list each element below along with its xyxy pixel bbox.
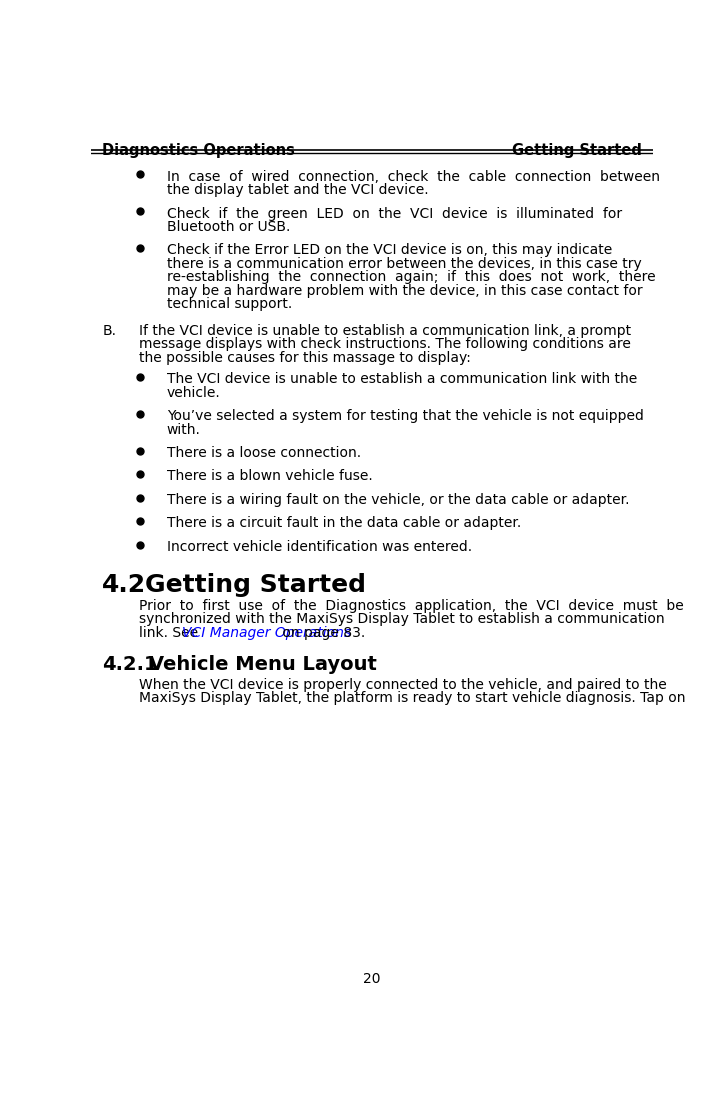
Text: MaxiSys Display Tablet, the platform is ready to start vehicle diagnosis. Tap on: MaxiSys Display Tablet, the platform is … [139,692,685,705]
Text: Getting Started: Getting Started [145,572,366,597]
Text: 20: 20 [363,972,381,986]
Text: In  case  of  wired  connection,  check  the  cable  connection  between: In case of wired connection, check the c… [167,169,660,183]
Text: Check  if  the  green  LED  on  the  VCI  device  is  illuminated  for: Check if the green LED on the VCI device… [167,207,622,221]
Text: Bluetooth or USB.: Bluetooth or USB. [167,220,290,234]
Text: the display tablet and the VCI device.: the display tablet and the VCI device. [167,183,428,197]
Text: There is a circuit fault in the data cable or adapter.: There is a circuit fault in the data cab… [167,516,521,530]
Text: there is a communication error between the devices, in this case try: there is a communication error between t… [167,257,642,271]
Text: link. See: link. See [139,625,203,640]
Text: message displays with check instructions. The following conditions are: message displays with check instructions… [139,337,631,351]
Text: If the VCI device is unable to establish a communication link, a prompt: If the VCI device is unable to establish… [139,324,631,338]
Text: 4.2: 4.2 [102,572,147,597]
Text: synchronized with the MaxiSys Display Tablet to establish a communication: synchronized with the MaxiSys Display Ta… [139,612,664,627]
Text: may be a hardware problem with the device, in this case contact for: may be a hardware problem with the devic… [167,284,643,298]
Text: Vehicle Menu Layout: Vehicle Menu Layout [149,654,377,674]
Text: 4.2.1: 4.2.1 [102,654,158,674]
Text: Incorrect vehicle identification was entered.: Incorrect vehicle identification was ent… [167,540,472,554]
Text: vehicle.: vehicle. [167,386,221,400]
Text: There is a wiring fault on the vehicle, or the data cable or adapter.: There is a wiring fault on the vehicle, … [167,493,629,507]
Text: the possible causes for this massage to display:: the possible causes for this massage to … [139,351,470,365]
Text: You’ve selected a system for testing that the vehicle is not equipped: You’ve selected a system for testing tha… [167,409,643,423]
Text: VCI Manager Operations: VCI Manager Operations [182,625,351,640]
Text: There is a blown vehicle fuse.: There is a blown vehicle fuse. [167,470,372,484]
Text: Diagnostics Operations: Diagnostics Operations [102,143,295,158]
Text: Check if the Error LED on the VCI device is on, this may indicate: Check if the Error LED on the VCI device… [167,243,612,257]
Text: on page 83.: on page 83. [278,625,365,640]
Text: There is a loose connection.: There is a loose connection. [167,446,361,460]
Text: Prior  to  first  use  of  the  Diagnostics  application,  the  VCI  device  mus: Prior to first use of the Diagnostics ap… [139,599,684,613]
Text: Getting Started: Getting Started [512,143,642,158]
Text: The VCI device is unable to establish a communication link with the: The VCI device is unable to establish a … [167,372,637,386]
Text: When the VCI device is properly connected to the vehicle, and paired to the: When the VCI device is properly connecte… [139,677,666,692]
Text: B.: B. [102,324,116,338]
Text: technical support.: technical support. [167,297,292,312]
Text: with.: with. [167,422,200,436]
Text: re-establishing  the  connection  again;  if  this  does  not  work,  there: re-establishing the connection again; if… [167,271,656,284]
